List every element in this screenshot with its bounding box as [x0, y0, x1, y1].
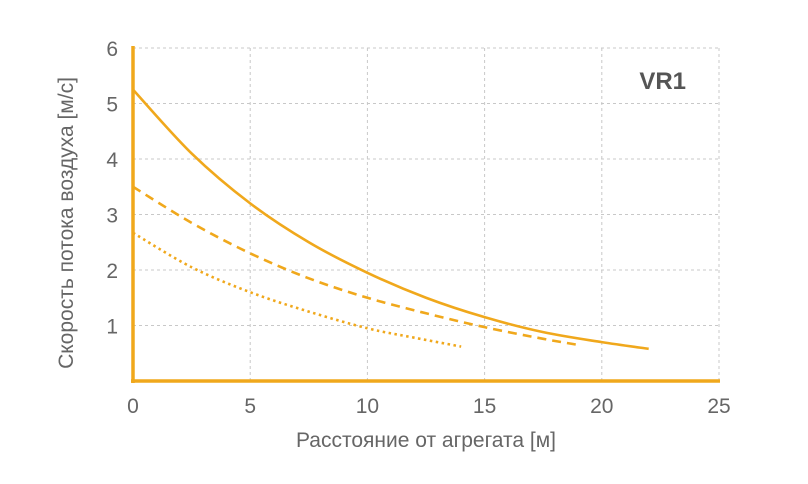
x-tick-label: 25: [707, 395, 730, 418]
y-tick-label: 6: [106, 38, 118, 61]
y-tick-label: 5: [106, 94, 118, 117]
x-tick-label: 15: [473, 395, 496, 418]
chart-title: VR1: [639, 68, 686, 95]
series-line-dotted: [132, 231, 462, 348]
x-tick-label: 5: [244, 395, 256, 418]
grid: [133, 47, 720, 381]
axes: [131, 46, 720, 383]
x-axis-label: Расстояние от агрегата [м]: [296, 429, 556, 452]
y-tick-label: 2: [106, 260, 118, 283]
y-tick-label: 3: [106, 205, 118, 228]
y-tick-label: 4: [106, 149, 118, 172]
series-line-solid: [132, 88, 649, 351]
y-axis-label: Скорость потока воздуха [м/с]: [55, 77, 78, 369]
x-tick-label: 10: [356, 395, 379, 418]
series-line-dashed: [132, 185, 579, 347]
x-tick-label: 0: [127, 395, 139, 418]
x-tick-label: 20: [590, 395, 613, 418]
y-tick-label: 1: [106, 316, 118, 339]
series-group: [132, 88, 649, 351]
tick-labels: 0 5 10 15 20 25 1 2 3 4 5 6: [106, 38, 730, 418]
